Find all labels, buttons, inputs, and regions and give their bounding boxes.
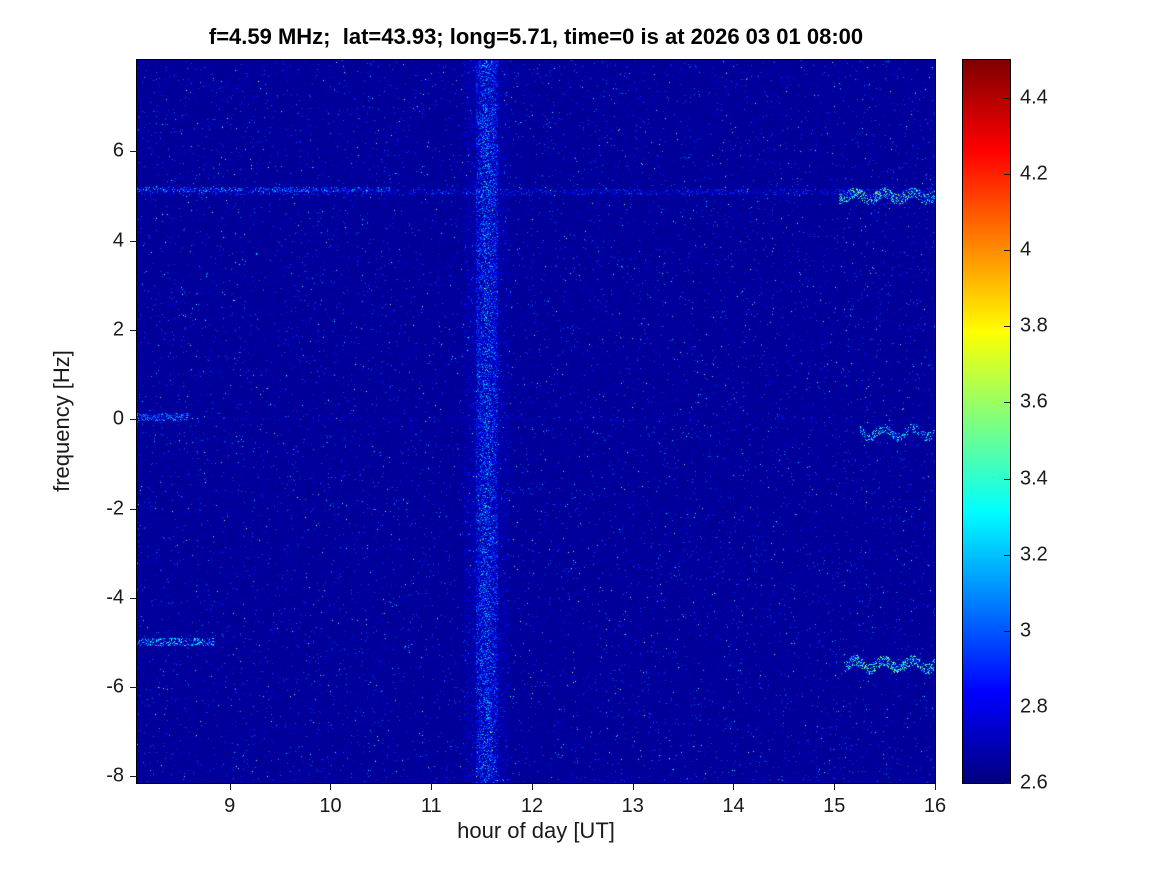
colorbar-tick-label: 3.8 [1020, 314, 1048, 337]
y-tick-label: 2 [112, 318, 124, 341]
colorbar-tick-label: 4.4 [1020, 86, 1048, 109]
colorbar-tick-mark [1004, 706, 1010, 708]
y-tick-mark [130, 330, 137, 331]
colorbar-tick-label: 3.2 [1020, 543, 1048, 566]
y-tick-mark [130, 151, 137, 153]
colorbar-tick-mark [1004, 174, 1010, 176]
colorbar-tick-mark [1004, 98, 1010, 100]
x-tick-mark [733, 783, 735, 790]
y-tick-label: -4 [106, 586, 124, 609]
x-tick-mark [531, 783, 533, 790]
colorbar-tick-label: 3.4 [1020, 467, 1048, 490]
x-tick-label: 13 [621, 795, 644, 817]
x-tick-mark [632, 783, 634, 790]
y-tick-mark [130, 597, 137, 599]
y-tick-mark [130, 419, 137, 421]
y-tick-mark [130, 776, 137, 778]
x-tick-label: 9 [224, 795, 236, 817]
colorbar-canvas [963, 60, 1010, 783]
colorbar-frame [962, 59, 1011, 784]
y-tick-label: 4 [112, 229, 124, 252]
chart-title: f=4.59 MHz; lat=43.93; long=5.71, time=0… [208, 24, 864, 49]
colorbar-tick-mark [1004, 478, 1010, 480]
colorbar-tick-label: 3 [1020, 619, 1032, 642]
y-tick-mark [130, 240, 137, 242]
x-tick-label: 10 [319, 795, 342, 817]
colorbar-tick-mark [1004, 250, 1010, 252]
y-axis-label: frequency [Hz] [49, 350, 74, 492]
x-tick-label: 15 [823, 795, 846, 817]
heatmap-canvas [137, 60, 935, 783]
x-tick-mark [935, 783, 936, 790]
x-tick-mark [431, 783, 433, 790]
colorbar-tick-mark [1004, 402, 1010, 404]
y-tick-label: -8 [106, 764, 124, 787]
y-tick-mark [130, 687, 137, 689]
colorbar-tick-mark [1004, 554, 1010, 556]
y-tick-label: -2 [106, 497, 124, 520]
x-tick-label: 11 [420, 795, 442, 817]
x-tick-mark [834, 783, 836, 790]
x-tick-mark [330, 783, 332, 790]
x-axis-label: hour of day [UT] [457, 818, 615, 843]
x-tick-label: 12 [520, 795, 544, 817]
colorbar-tick-mark [1004, 630, 1010, 632]
colorbar-tick-label: 2.8 [1020, 695, 1048, 718]
colorbar-tick-mark [1004, 783, 1010, 784]
colorbar-tick-label: 4 [1020, 238, 1032, 261]
colorbar-tick-label: 4.2 [1020, 162, 1048, 185]
x-tick-mark [229, 783, 231, 790]
y-tick-label: 6 [112, 139, 124, 162]
colorbar-tick-label: 3.6 [1020, 390, 1048, 413]
y-tick-label: -6 [106, 675, 124, 698]
plot-frame [136, 59, 936, 784]
y-tick-label: 0 [112, 407, 124, 430]
y-tick-mark [130, 508, 137, 510]
x-tick-label: 14 [722, 795, 745, 817]
x-tick-label: 16 [923, 795, 947, 817]
colorbar-tick-mark [1004, 326, 1010, 328]
colorbar-tick-label: 2.6 [1020, 771, 1048, 794]
